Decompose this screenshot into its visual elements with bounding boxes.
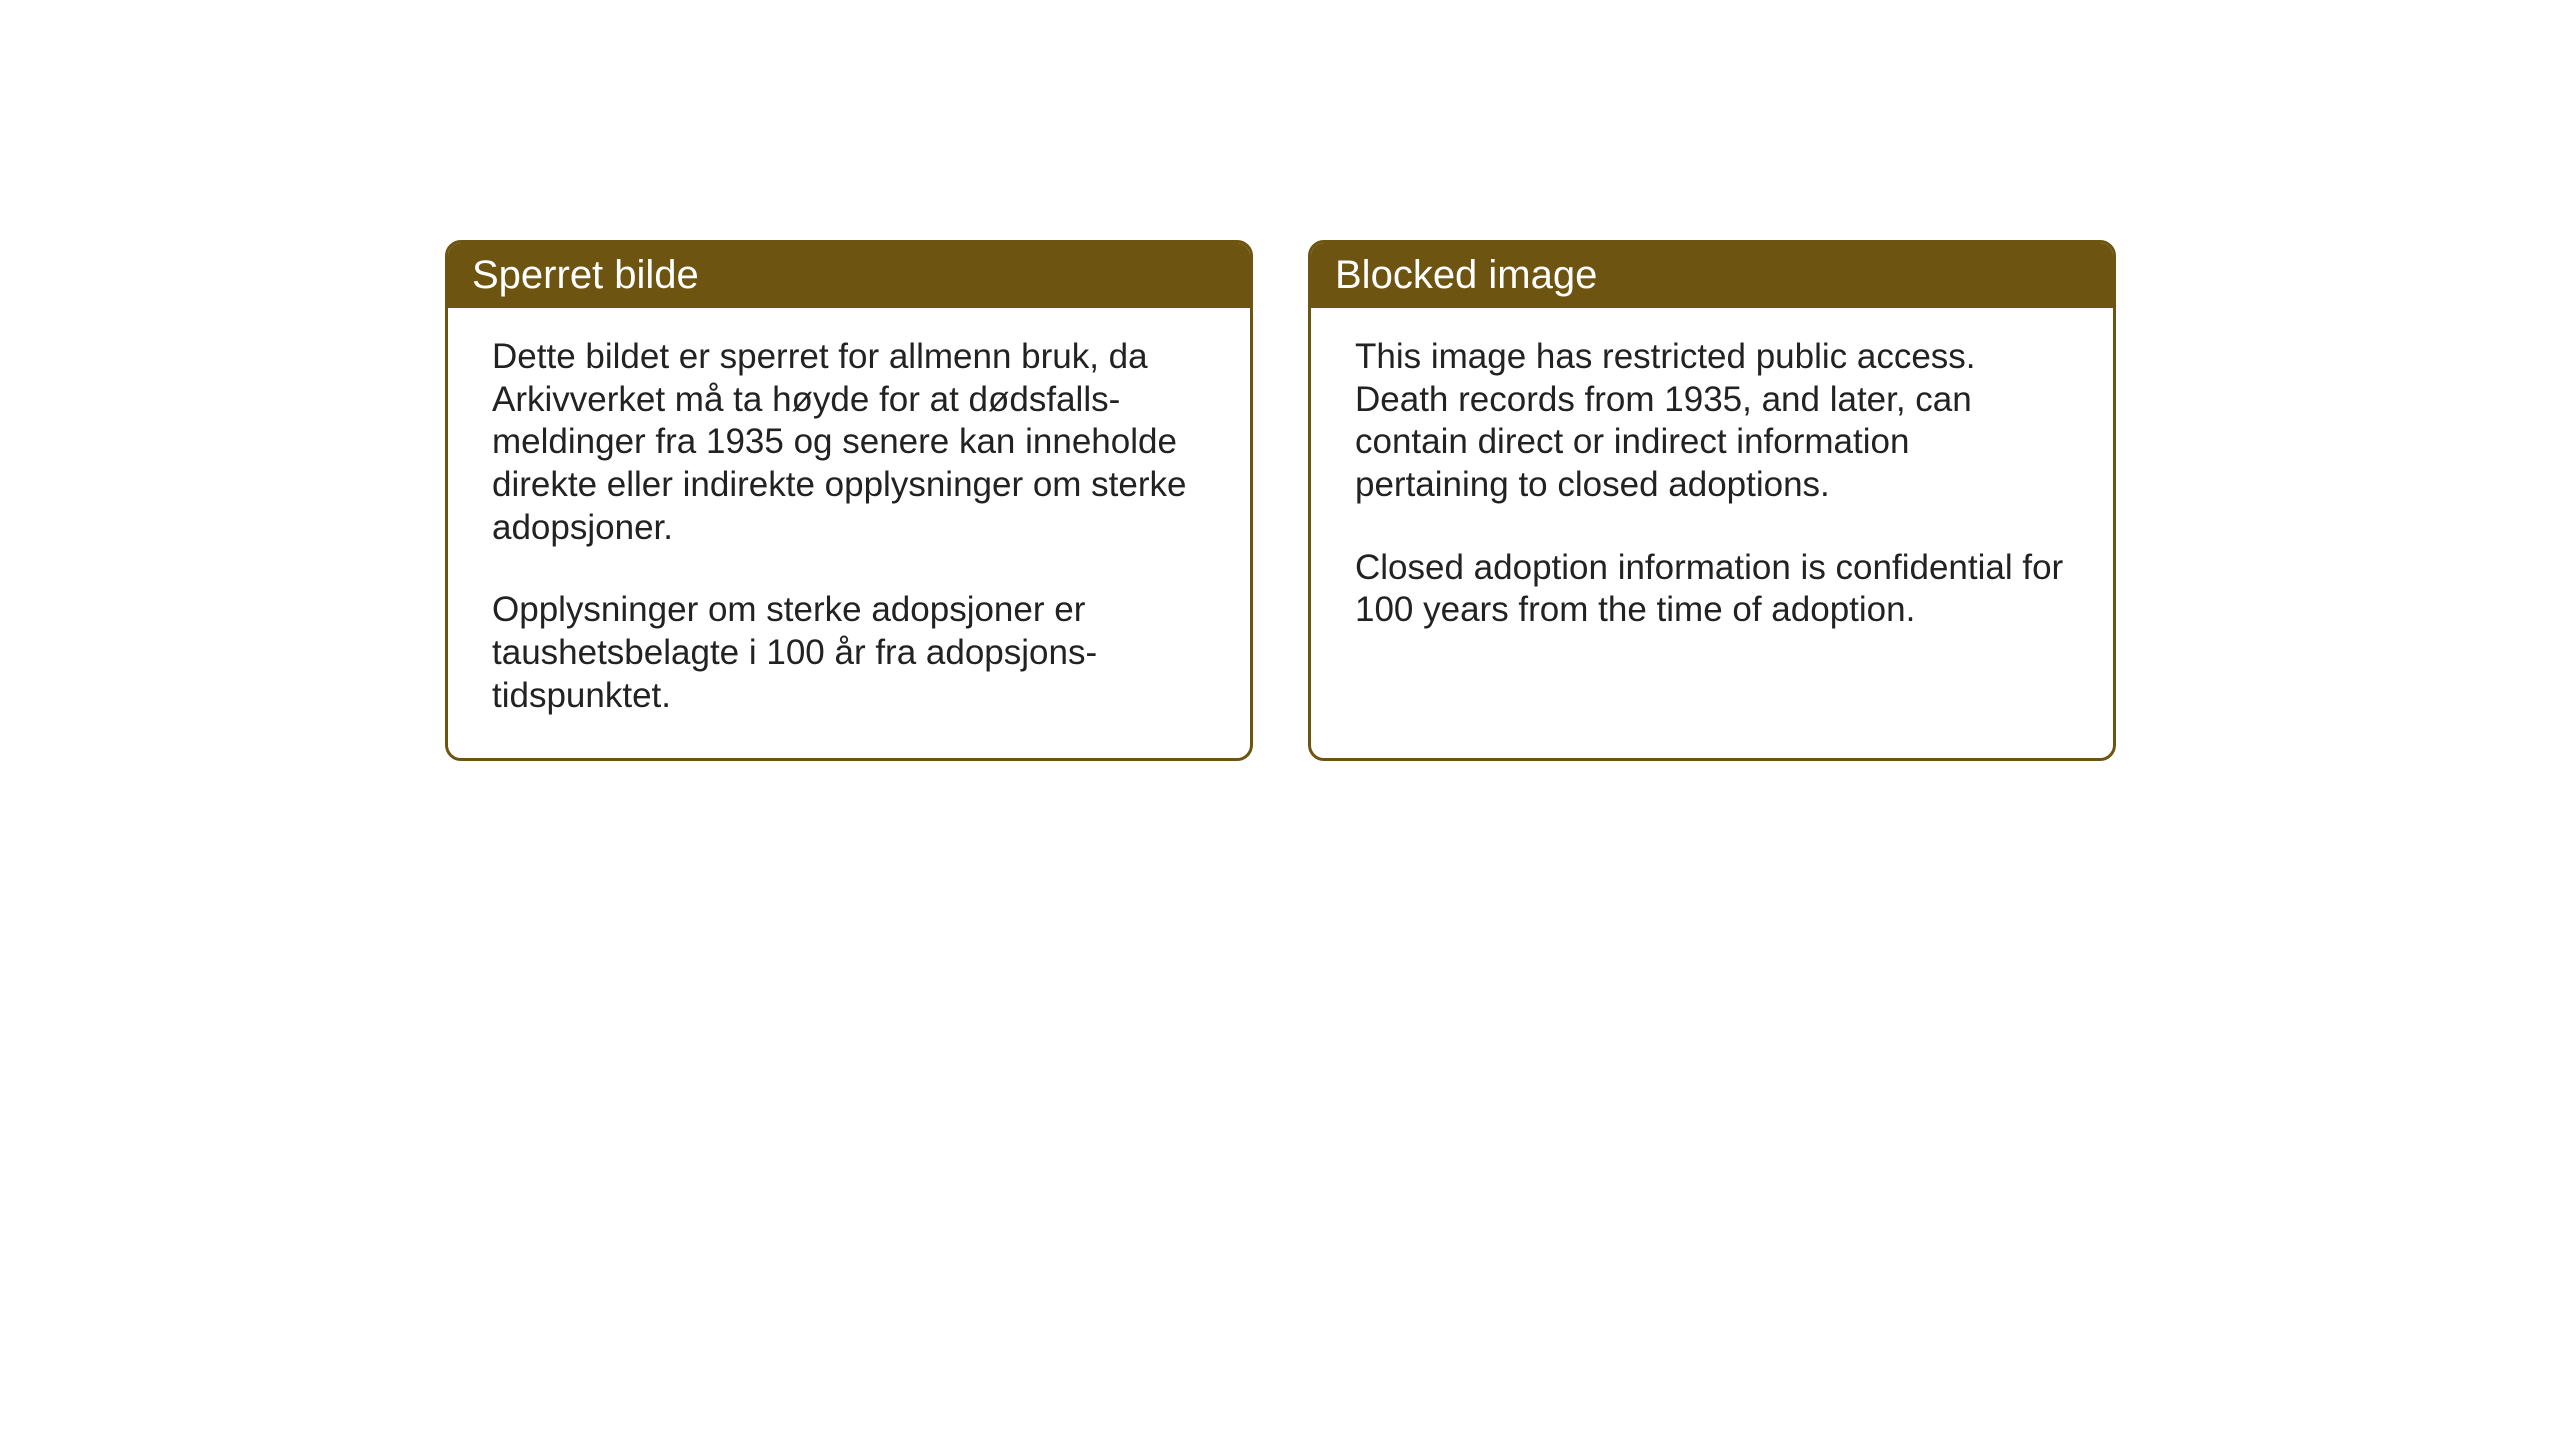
notice-container: Sperret bilde Dette bildet er sperret fo… bbox=[445, 240, 2116, 761]
notice-paragraph-1-english: This image has restricted public access.… bbox=[1355, 336, 2069, 507]
notice-title-norwegian: Sperret bilde bbox=[472, 253, 699, 297]
notice-box-english: Blocked image This image has restricted … bbox=[1308, 240, 2116, 761]
notice-paragraph-2-english: Closed adoption information is confident… bbox=[1355, 547, 2069, 632]
notice-header-norwegian: Sperret bilde bbox=[448, 243, 1250, 308]
notice-paragraph-1-norwegian: Dette bildet er sperret for allmenn bruk… bbox=[492, 336, 1206, 549]
notice-box-norwegian: Sperret bilde Dette bildet er sperret fo… bbox=[445, 240, 1253, 761]
notice-header-english: Blocked image bbox=[1311, 243, 2113, 308]
notice-title-english: Blocked image bbox=[1335, 253, 1597, 297]
notice-paragraph-2-norwegian: Opplysninger om sterke adopsjoner er tau… bbox=[492, 589, 1206, 717]
notice-body-english: This image has restricted public access.… bbox=[1311, 308, 2113, 758]
notice-body-norwegian: Dette bildet er sperret for allmenn bruk… bbox=[448, 308, 1250, 758]
